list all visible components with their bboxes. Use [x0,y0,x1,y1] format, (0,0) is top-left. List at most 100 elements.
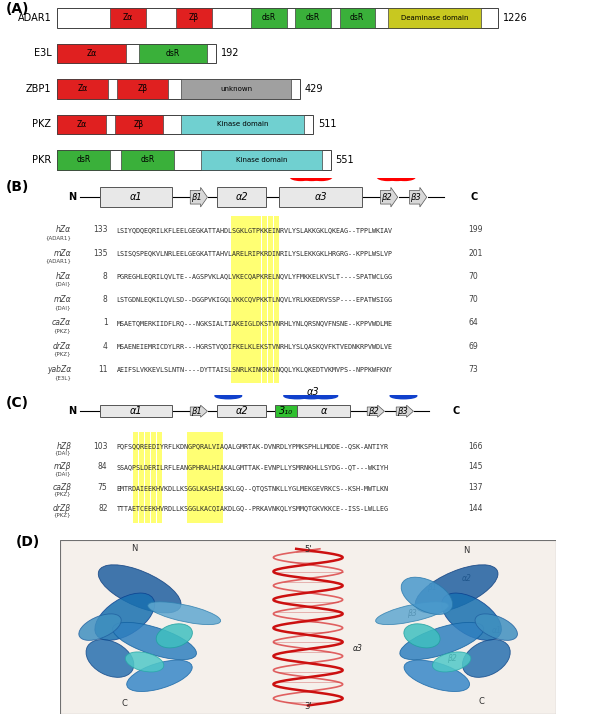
Text: SSAQPSLDERILRFLEANGPHRALHIAKALGMTTAK-EVNPLLYSMRNKHLLSYDG--QT---WKIYH: SSAQPSLDERILRFLEANGPHRALHIAKALGMTTAK-EVN… [117,464,388,470]
Text: 103: 103 [93,442,108,451]
Bar [211,431,217,523]
Text: drZα: drZα [53,341,71,351]
Text: β2: β2 [368,407,379,415]
Text: dsR: dsR [141,155,155,165]
Bar [57,79,108,99]
Text: α3: α3 [353,644,362,652]
Text: N: N [463,546,470,555]
Bar [139,44,207,63]
Ellipse shape [404,624,440,648]
Text: β2: β2 [382,193,392,202]
Text: mZα: mZα [54,295,71,304]
Ellipse shape [404,660,469,692]
Text: EMTRDAIEEKHVKDLLKSGGLKASHIASKLGQ--QTQSTNKLLYGLMEKGEVRKCS--KSH-MWTLKN: EMTRDAIEEKHVKDLLKSGGLKASHIASKLGQ--QTQSTN… [117,485,388,491]
Text: α1: α1 [491,626,501,635]
Bar [139,431,144,523]
Text: MSAETQMERKIIDFLRQ---NGKSIALTIAKEIGLDKSTVNRHLYNLQRSNQVFNSNE--KPPVWDLME: MSAETQMERKIIDFLRQ---NGKSIALTIAKEIGLDKSTV… [117,320,393,326]
Text: N: N [68,192,77,202]
Bar [181,115,304,134]
Ellipse shape [156,624,193,648]
Bar [57,44,216,63]
Bar [151,431,156,523]
Text: dsR: dsR [350,13,364,22]
Text: PQFSQQREEDIYRFLKDNGPQRALVIAQALGMRTAK-DVNRDLYPMKSPHLLMDDE--QSK-ANTIYR: PQFSQQREEDIYRFLKDNGPQRALVIAQALGMRTAK-DVN… [117,443,388,449]
Ellipse shape [98,565,181,613]
Text: C: C [122,699,127,708]
Bar [115,115,163,134]
Ellipse shape [112,622,196,660]
Text: unknown: unknown [220,86,252,92]
Ellipse shape [475,614,518,640]
Bar [217,187,266,207]
Text: (B): (B) [6,180,30,194]
Text: {PKZ}: {PKZ} [54,328,71,334]
Text: 8: 8 [103,272,108,281]
Text: dsR: dsR [262,13,276,22]
Text: (C): (C) [6,397,29,410]
Bar [262,216,267,384]
Text: 64: 64 [468,318,478,328]
Text: 166: 166 [468,442,483,451]
Bar [199,431,205,523]
Text: 551: 551 [336,155,354,165]
Text: PKZ: PKZ [33,120,51,129]
Text: hZα: hZα [56,272,71,281]
Bar [57,115,106,134]
Circle shape [390,393,417,399]
Text: α2: α2 [236,192,248,202]
Text: 3₁₀: 3₁₀ [279,406,293,416]
Text: {DAI}: {DAI} [55,282,71,287]
Bar [57,115,313,134]
Text: hZβ: hZβ [56,442,71,451]
FancyArrow shape [367,405,385,418]
Text: 511: 511 [318,120,336,129]
Bar [121,150,174,170]
Bar [217,431,223,523]
Text: 84: 84 [98,463,108,471]
Ellipse shape [127,660,192,692]
Text: dsR: dsR [306,13,320,22]
Text: β3: β3 [411,193,421,202]
Text: β1: β1 [427,583,437,592]
Text: PKR: PKR [32,155,51,165]
Bar [295,8,331,28]
Text: Zα: Zα [86,49,97,58]
FancyArrow shape [410,188,426,207]
Bar [157,431,162,523]
Text: 144: 144 [468,504,483,513]
Text: 192: 192 [221,49,239,58]
Text: 137: 137 [468,483,483,492]
Text: LSTGDNLEQKILQVLSD--DGGPVKIGQLVKKCQVPKKTLNQVLYRLKKEDRVSSP----EPATWSIGG: LSTGDNLEQKILQVLSD--DGGPVKIGQLVKKCQVPKKTL… [117,297,393,302]
Bar [100,405,172,418]
Bar [181,79,291,99]
Ellipse shape [148,602,220,625]
Text: C: C [471,192,478,202]
Text: caZα: caZα [52,318,71,328]
Text: 70: 70 [468,272,478,281]
Ellipse shape [376,602,449,625]
Text: MSAENEIEMRICDYLRR---HGRSTVQDIFKELKLEKSTVNRHLYSLQASKQVFKTVEDNKRPVWDLVE: MSAENEIEMRICDYLRR---HGRSTVQDIFKELKLEKSTV… [117,343,393,349]
Ellipse shape [126,652,164,672]
Circle shape [215,393,242,399]
Bar [237,216,243,384]
Bar [217,405,266,418]
Text: α1: α1 [130,406,142,416]
Text: yabZα: yabZα [47,365,71,374]
Bar [205,431,211,523]
Text: mZα: mZα [54,249,71,257]
Ellipse shape [463,639,510,677]
Text: Zβ: Zβ [134,120,144,129]
Ellipse shape [442,593,501,640]
Circle shape [394,173,416,181]
Text: 135: 135 [93,249,108,257]
Text: β3: β3 [407,609,417,618]
Text: α: α [321,406,327,416]
Text: 69: 69 [468,341,478,351]
Text: 70: 70 [468,295,478,304]
Text: dsR: dsR [77,155,91,165]
Circle shape [301,173,323,181]
Text: (A): (A) [6,1,30,16]
Circle shape [290,173,312,181]
Text: LSISQSPEQKVLNRLEELGEGKATTAHVLARELRIPKRDINRILYSLEKKGKLHRGRG--KPPLWSLVP: LSISQSPEQKVLNRLEELGEGKATTAHVLARELRIPKRDI… [117,250,393,256]
Text: 1: 1 [103,318,108,328]
